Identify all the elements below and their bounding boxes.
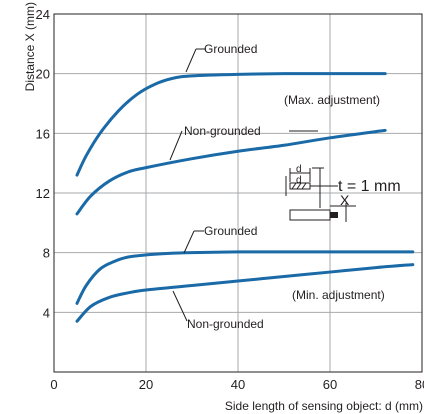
leader-nongrounded-lower	[172, 290, 188, 322]
y-axis-title: Distance X (mm)	[23, 2, 37, 91]
y-tick-label: 12	[36, 186, 50, 201]
inset-object-hatch-2	[296, 182, 302, 190]
x-tick-label: 80	[415, 377, 424, 392]
plot-frame	[53, 13, 423, 373]
annotation-grounded-upper: Grounded	[185, 42, 257, 73]
label-grounded-lower: Grounded	[204, 224, 257, 238]
inset-sketch: d d t = 1 mm X	[285, 164, 401, 222]
tick-layer: 0 20 40 60 80 4 8 12 16 20 24	[36, 7, 424, 392]
label-nongrounded-upper: Non-grounded	[184, 124, 261, 138]
inset-object-hatch-3	[301, 182, 307, 190]
y-tick-label: 16	[36, 126, 50, 141]
label-grounded-upper: Grounded	[204, 42, 257, 56]
y-tick-label: 20	[36, 67, 50, 82]
series-line-3	[75, 250, 415, 305]
inset-thickness-label: t = 1 mm	[338, 178, 401, 195]
inset-sensor-cable	[330, 212, 338, 218]
leader-grounded-upper	[185, 48, 206, 73]
label-min-adjustment: (Min. adjustment)	[292, 288, 385, 302]
x-axis-title: Side length of sensing object: d (mm)	[225, 399, 423, 413]
inset-d-label-bottom: d	[296, 175, 302, 186]
y-tick-label: 8	[43, 246, 50, 261]
leader-grounded-lower	[183, 230, 204, 254]
y-tick-label: 24	[36, 7, 50, 22]
label-nongrounded-lower: Non-grounded	[187, 317, 264, 331]
y-tick-label: 4	[43, 305, 50, 320]
series-line-2	[75, 128, 387, 216]
inset-d-label-top: d	[296, 164, 302, 175]
inset-x-label: X	[340, 192, 350, 208]
leader-nongrounded-upper	[169, 130, 183, 161]
series-line-4	[75, 263, 415, 323]
x-tick-label: 20	[139, 377, 153, 392]
inset-object-hatch-1	[291, 182, 297, 190]
annotation-nongrounded-lower: Non-grounded	[172, 290, 264, 331]
x-tick-label: 40	[231, 377, 245, 392]
label-max-adjustment: (Max. adjustment)	[284, 93, 380, 107]
annotation-nongrounded-upper: Non-grounded	[169, 124, 318, 161]
inset-sensor-body	[289, 209, 331, 221]
annotation-grounded-lower: Grounded	[183, 224, 257, 254]
series-layer	[75, 72, 415, 323]
series-line-1	[75, 72, 387, 177]
x-tick-label: 0	[50, 377, 57, 392]
x-tick-label: 60	[323, 377, 337, 392]
